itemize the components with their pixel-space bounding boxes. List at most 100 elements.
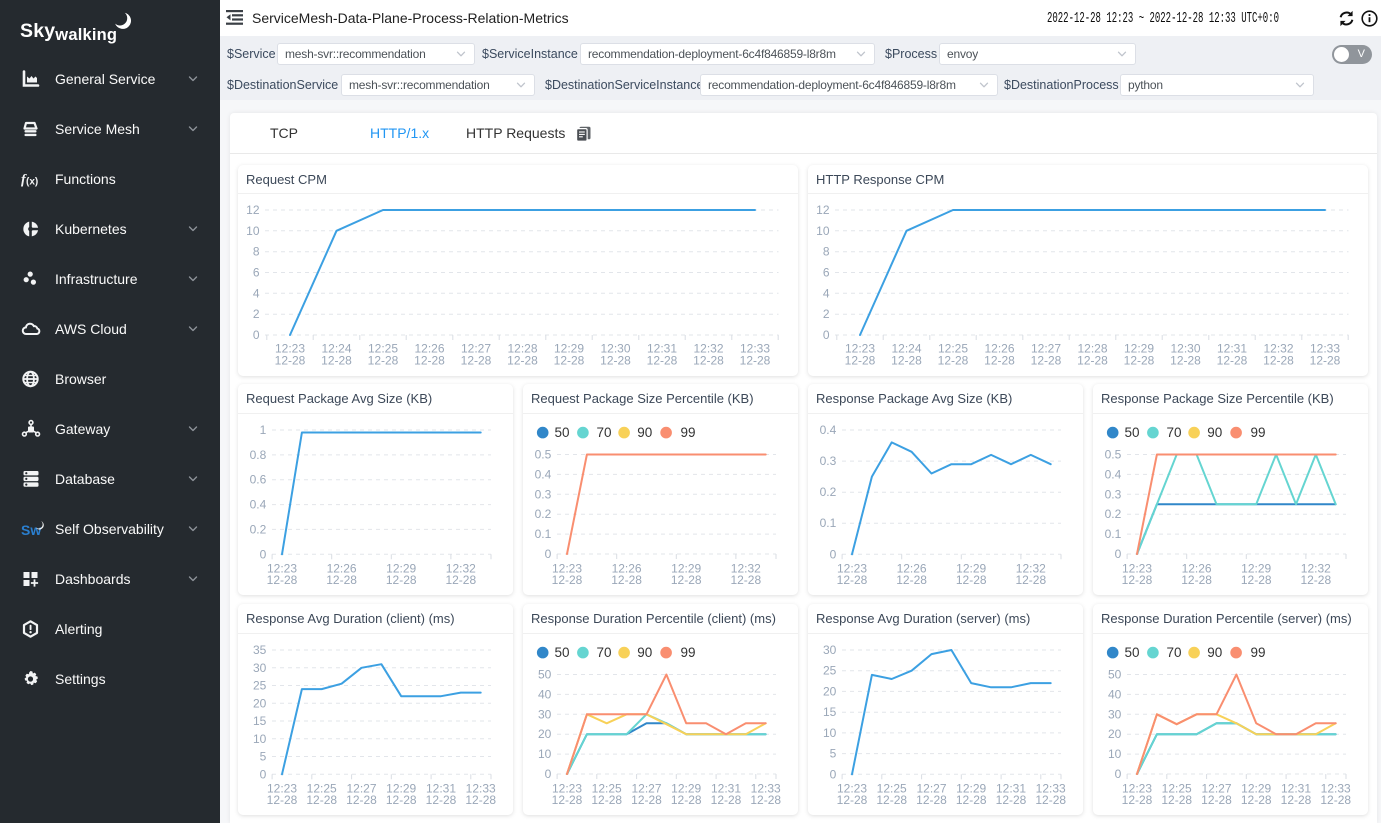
svg-text:0.3: 0.3 (535, 487, 552, 501)
svg-text:50: 50 (1125, 645, 1140, 660)
svg-text:12-28: 12-28 (1310, 354, 1341, 368)
svg-text:12-28: 12-28 (267, 573, 298, 587)
svg-text:12:25: 12:25 (877, 782, 907, 796)
svg-text:12:27: 12:27 (1031, 342, 1061, 356)
svg-text:10: 10 (538, 747, 552, 761)
svg-text:12-28: 12-28 (730, 573, 761, 587)
svg-text:12:23: 12:23 (1122, 562, 1152, 576)
svg-text:12-28: 12-28 (507, 354, 538, 368)
svg-text:12-28: 12-28 (414, 354, 445, 368)
svg-text:12-28: 12-28 (693, 354, 724, 368)
svg-text:12-28: 12-28 (1015, 573, 1046, 587)
svg-text:4: 4 (253, 286, 260, 300)
svg-text:12:25: 12:25 (368, 342, 398, 356)
svg-text:12-28: 12-28 (711, 793, 742, 807)
svg-text:12:23: 12:23 (1122, 782, 1152, 796)
svg-text:5: 5 (260, 750, 267, 764)
svg-text:12-28: 12-28 (306, 793, 337, 807)
svg-text:90: 90 (1207, 645, 1222, 660)
svg-text:1: 1 (260, 423, 267, 437)
svg-text:10: 10 (253, 732, 267, 746)
svg-text:12-28: 12-28 (321, 354, 352, 368)
svg-text:12:33: 12:33 (1321, 782, 1351, 796)
svg-text:12:33: 12:33 (751, 782, 781, 796)
svg-text:12:28: 12:28 (507, 342, 537, 356)
svg-text:12:30: 12:30 (1170, 342, 1200, 356)
svg-text:40: 40 (1108, 687, 1122, 701)
svg-text:20: 20 (823, 684, 837, 698)
svg-text:12-28: 12-28 (1241, 573, 1272, 587)
svg-text:12-28: 12-28 (611, 573, 642, 587)
svg-text:12-28: 12-28 (1201, 793, 1232, 807)
svg-text:12:23: 12:23 (837, 562, 867, 576)
svg-text:10: 10 (823, 726, 837, 740)
svg-text:12-28: 12-28 (1122, 573, 1153, 587)
svg-text:12-28: 12-28 (465, 793, 496, 807)
svg-text:12-28: 12-28 (1300, 573, 1331, 587)
svg-text:12:29: 12:29 (386, 562, 416, 576)
svg-text:10: 10 (816, 224, 830, 238)
svg-text:70: 70 (1167, 425, 1182, 440)
svg-text:12-28: 12-28 (461, 354, 492, 368)
svg-text:0: 0 (1115, 547, 1122, 561)
svg-text:70: 70 (597, 645, 612, 660)
svg-text:12:25: 12:25 (938, 342, 968, 356)
svg-text:8: 8 (253, 245, 260, 259)
svg-text:0.2: 0.2 (1105, 507, 1122, 521)
svg-text:0: 0 (823, 328, 830, 342)
svg-text:12:26: 12:26 (414, 342, 444, 356)
svg-text:12-28: 12-28 (386, 573, 417, 587)
svg-text:12-28: 12-28 (1077, 354, 1108, 368)
svg-text:12:31: 12:31 (711, 782, 741, 796)
svg-text:12-28: 12-28 (896, 573, 927, 587)
svg-text:(x): (x) (26, 177, 38, 188)
svg-text:12:29: 12:29 (386, 782, 416, 796)
svg-text:90: 90 (1207, 425, 1222, 440)
svg-text:Sw: Sw (21, 522, 41, 538)
svg-text:12-28: 12-28 (1161, 793, 1192, 807)
svg-text:12:26: 12:26 (897, 562, 927, 576)
svg-text:12-28: 12-28 (1124, 354, 1155, 368)
svg-text:0.1: 0.1 (1105, 527, 1122, 541)
svg-text:99: 99 (1251, 425, 1266, 440)
svg-text:12-28: 12-28 (956, 573, 987, 587)
svg-text:12:32: 12:32 (1016, 562, 1046, 576)
svg-text:12:29: 12:29 (554, 342, 584, 356)
svg-text:0.3: 0.3 (820, 454, 837, 468)
svg-text:12-28: 12-28 (554, 354, 585, 368)
svg-text:6: 6 (823, 266, 830, 280)
svg-text:12-28: 12-28 (671, 793, 702, 807)
svg-text:12:32: 12:32 (1263, 342, 1293, 356)
svg-text:40: 40 (538, 687, 552, 701)
svg-text:0.1: 0.1 (820, 516, 837, 530)
svg-text:0.2: 0.2 (250, 522, 267, 536)
svg-text:12-28: 12-28 (1122, 793, 1153, 807)
svg-text:12-28: 12-28 (837, 793, 868, 807)
svg-text:12:30: 12:30 (600, 342, 630, 356)
svg-text:12-28: 12-28 (891, 354, 922, 368)
svg-text:12:26: 12:26 (327, 562, 357, 576)
svg-text:4: 4 (823, 286, 830, 300)
svg-text:12:29: 12:29 (956, 782, 986, 796)
svg-text:12:29: 12:29 (956, 562, 986, 576)
svg-text:f: f (21, 173, 27, 188)
svg-text:12:33: 12:33 (740, 342, 770, 356)
svg-text:0.5: 0.5 (535, 448, 552, 462)
svg-text:12-28: 12-28 (647, 354, 678, 368)
svg-text:12-28: 12-28 (1241, 793, 1272, 807)
svg-text:0.4: 0.4 (250, 498, 267, 512)
svg-text:0: 0 (830, 547, 837, 561)
svg-text:12-28: 12-28 (326, 573, 357, 587)
svg-text:12:25: 12:25 (592, 782, 622, 796)
svg-text:12: 12 (816, 203, 830, 217)
svg-text:0.6: 0.6 (250, 473, 267, 487)
svg-text:12:27: 12:27 (461, 342, 491, 356)
svg-text:12-28: 12-28 (1035, 793, 1066, 807)
svg-text:12:32: 12:32 (446, 562, 476, 576)
svg-text:0.1: 0.1 (535, 527, 552, 541)
svg-text:0.8: 0.8 (250, 448, 267, 462)
svg-text:12:29: 12:29 (1241, 562, 1271, 576)
svg-text:90: 90 (637, 425, 652, 440)
svg-text:12:23: 12:23 (845, 342, 875, 356)
svg-text:12-28: 12-28 (591, 793, 622, 807)
